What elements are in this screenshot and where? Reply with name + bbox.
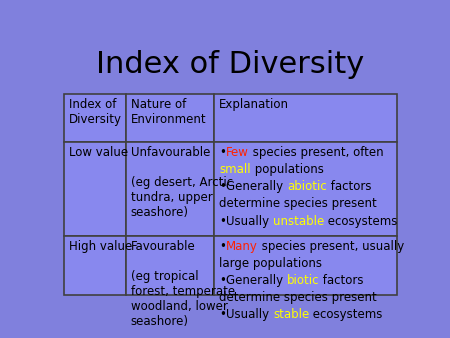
Bar — [214, 94, 397, 142]
Bar — [64, 236, 126, 295]
Bar — [214, 236, 397, 295]
Bar — [64, 142, 126, 236]
Text: Generally: Generally — [226, 274, 287, 287]
Text: Index of
Diversity: Index of Diversity — [69, 98, 122, 126]
Text: stable: stable — [273, 308, 309, 321]
Text: •: • — [219, 146, 226, 159]
Text: •: • — [219, 180, 226, 193]
Text: Nature of
Environment: Nature of Environment — [131, 98, 207, 126]
Text: Usually: Usually — [226, 215, 273, 228]
Text: •: • — [219, 274, 226, 287]
Text: small: small — [219, 163, 251, 176]
Bar — [126, 236, 214, 295]
Text: factors: factors — [320, 274, 364, 287]
Bar — [126, 142, 214, 236]
Text: determine species present: determine species present — [219, 291, 377, 304]
Text: •: • — [219, 215, 226, 228]
Text: factors: factors — [327, 180, 371, 193]
Text: abiotic: abiotic — [287, 180, 327, 193]
Text: Generally: Generally — [226, 180, 287, 193]
Text: Few: Few — [226, 146, 249, 159]
Text: ecosystems: ecosystems — [309, 308, 382, 321]
Text: •: • — [219, 240, 226, 253]
Text: determine species present: determine species present — [219, 197, 377, 211]
Bar — [214, 142, 397, 236]
Text: •: • — [219, 308, 226, 321]
Text: Many: Many — [226, 240, 258, 253]
Text: populations: populations — [251, 163, 324, 176]
Text: Index of Diversity: Index of Diversity — [96, 50, 365, 79]
Text: species present, usually: species present, usually — [258, 240, 404, 253]
Text: unstable: unstable — [273, 215, 324, 228]
Text: Favourable

(eg tropical
forest, temperate
woodland, lower
seashore): Favourable (eg tropical forest, temperat… — [131, 240, 235, 328]
Text: High value: High value — [69, 240, 132, 253]
Text: Low value: Low value — [69, 146, 128, 159]
Bar — [64, 94, 126, 142]
Text: Usually: Usually — [226, 308, 273, 321]
Text: Unfavourable

(eg desert, Arctic
tundra, upper
seashore): Unfavourable (eg desert, Arctic tundra, … — [131, 146, 233, 219]
Text: ecosystems: ecosystems — [324, 215, 397, 228]
Text: species present, often: species present, often — [249, 146, 383, 159]
Text: biotic: biotic — [287, 274, 320, 287]
Text: large populations: large populations — [219, 257, 322, 270]
Text: Explanation: Explanation — [219, 98, 289, 111]
Bar — [126, 94, 214, 142]
